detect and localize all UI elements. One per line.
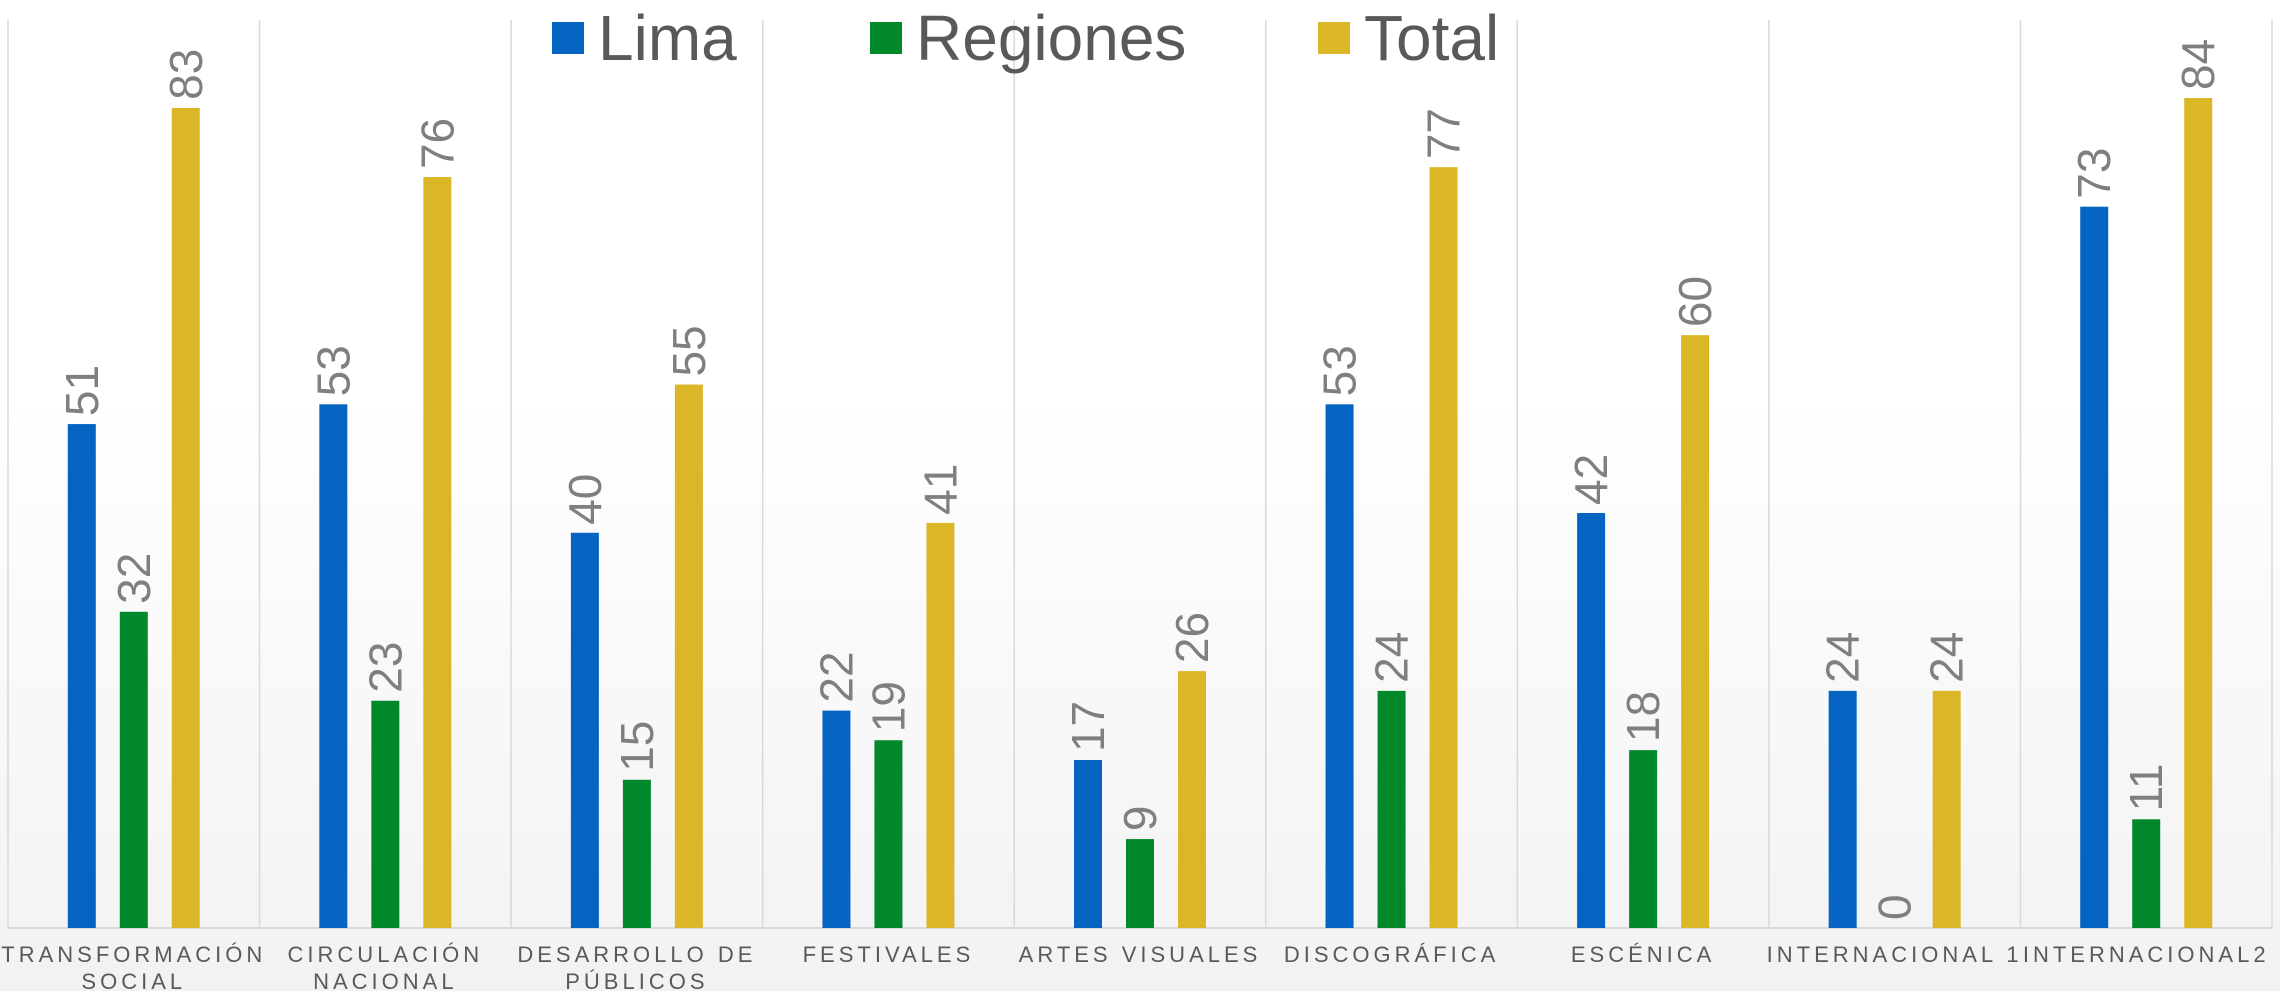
x-tick-label-4: ARTES VISUALES — [1019, 942, 1262, 967]
x-tick-label-0-line2: SOCIAL — [81, 969, 186, 991]
data-label-lima-2: 40 — [559, 474, 611, 525]
bar-regiones-2 — [622, 779, 651, 928]
data-label-regiones-2: 15 — [611, 721, 663, 772]
bar-lima-8 — [2080, 206, 2109, 928]
grid-layer — [7, 20, 2273, 929]
bar-lima-2 — [570, 532, 599, 928]
data-label-lima-3: 22 — [810, 651, 862, 702]
data-label-total-8: 84 — [2172, 39, 2224, 90]
data-label-lima-7: 24 — [1817, 632, 1869, 683]
data-label-regiones-1: 23 — [359, 642, 411, 693]
legend-swatch-regiones — [870, 22, 902, 54]
data-label-lima-1: 53 — [307, 345, 359, 396]
data-label-lima-8: 73 — [2068, 148, 2120, 199]
bar-regiones-5 — [1377, 690, 1406, 928]
data-label-lima-5: 53 — [1314, 345, 1366, 396]
legend-label-lima: Lima — [598, 2, 737, 74]
bar-lima-3 — [822, 710, 851, 928]
legend-swatch-lima — [552, 22, 584, 54]
x-tick-label-2-line2: PÚBLICOS — [565, 969, 708, 991]
x-tick-label-1-line1: CIRCULACIÓN — [288, 942, 484, 967]
bar-lima-4 — [1074, 760, 1102, 928]
x-tick-label-6: ESCÉNICA — [1571, 942, 1715, 967]
data-label-total-5: 77 — [1418, 108, 1470, 159]
bar-regiones-0 — [119, 611, 148, 928]
bar-total-1 — [423, 177, 452, 929]
x-tick-label-2-line1: DESARROLLO DE — [517, 942, 756, 967]
data-label-total-1: 76 — [411, 118, 463, 169]
legend-label-total: Total — [1364, 2, 1499, 74]
data-label-regiones-6: 18 — [1617, 691, 1669, 742]
data-label-regiones-4: 9 — [1114, 805, 1166, 831]
data-label-total-2: 55 — [663, 325, 715, 376]
bar-lima-7 — [1828, 690, 1857, 928]
legend-swatch-total — [1318, 22, 1350, 54]
data-label-total-4: 26 — [1166, 612, 1218, 663]
x-tick-label-7: INTERNACIONAL 1 — [1767, 942, 2023, 967]
x-tick-label-3: FESTIVALES — [803, 942, 975, 967]
bar-lima-0 — [67, 424, 96, 928]
data-label-regiones-3: 19 — [862, 681, 914, 732]
legend: Lima Regiones Total — [552, 2, 1499, 74]
data-label-lima-4: 17 — [1062, 701, 1114, 752]
x-tick-label-8: INTERNACIONAL2 — [2023, 942, 2270, 967]
bars-layer — [67, 98, 2213, 929]
bar-lima-5 — [1325, 404, 1354, 928]
data-label-total-7: 24 — [1921, 632, 1973, 683]
bar-regiones-1 — [371, 700, 400, 928]
bar-total-6 — [1681, 335, 1710, 929]
data-label-total-6: 60 — [1669, 276, 1721, 327]
x-tick-label-1-line2: NACIONAL — [313, 969, 457, 991]
bar-total-0 — [171, 107, 200, 928]
bar-total-3 — [926, 522, 955, 928]
bar-total-7 — [1932, 690, 1961, 928]
data-label-total-3: 41 — [914, 464, 966, 515]
bar-regiones-3 — [874, 740, 903, 928]
data-label-total-0: 83 — [160, 49, 212, 100]
data-label-regiones-7: 0 — [1869, 894, 1921, 920]
bar-lima-6 — [1577, 513, 1606, 928]
bar-regiones-6 — [1629, 750, 1658, 928]
data-label-regiones-8: 11 — [2120, 764, 2172, 812]
data-label-lima-6: 42 — [1565, 454, 1617, 505]
bar-total-8 — [2184, 98, 2213, 928]
bar-total-5 — [1429, 167, 1458, 928]
bar-regiones-8 — [2132, 819, 2161, 928]
data-label-lima-0: 51 — [56, 365, 108, 416]
x-tick-label-0-line1: TRANSFORMACIÓN — [1, 942, 266, 967]
bar-lima-1 — [319, 404, 348, 928]
bar-total-4 — [1178, 671, 1206, 928]
legend-label-regiones: Regiones — [916, 2, 1186, 74]
bar-total-2 — [674, 384, 703, 928]
data-label-regiones-0: 32 — [108, 553, 160, 604]
bar-regiones-4 — [1126, 839, 1154, 928]
x-tick-label-5: DISCOGRÁFICA — [1284, 942, 1499, 967]
data-label-regiones-5: 24 — [1366, 632, 1418, 683]
